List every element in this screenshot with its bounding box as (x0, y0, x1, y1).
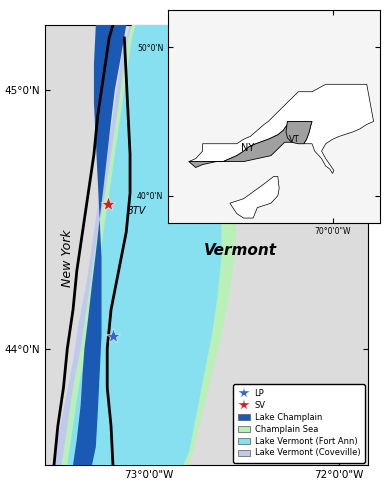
Text: Vermont: Vermont (204, 242, 277, 258)
Polygon shape (189, 122, 298, 168)
Polygon shape (189, 84, 373, 174)
Text: Sources: Esri, USGS, NOAA: Sources: Esri, USGS, NOAA (291, 458, 365, 463)
Text: NY: NY (241, 143, 254, 153)
Text: VT: VT (289, 135, 300, 144)
Legend: LP, SV, Lake Champlain, Champlain Sea, Lake Vermont (Fort Ann), Lake Vermont (Co: LP, SV, Lake Champlain, Champlain Sea, L… (233, 384, 365, 462)
Polygon shape (67, 25, 221, 465)
Polygon shape (230, 176, 279, 218)
Polygon shape (54, 25, 248, 465)
Polygon shape (286, 122, 312, 144)
Polygon shape (62, 25, 236, 465)
Polygon shape (73, 25, 126, 465)
Text: New York: New York (61, 229, 74, 287)
Text: BTV: BTV (126, 206, 146, 216)
